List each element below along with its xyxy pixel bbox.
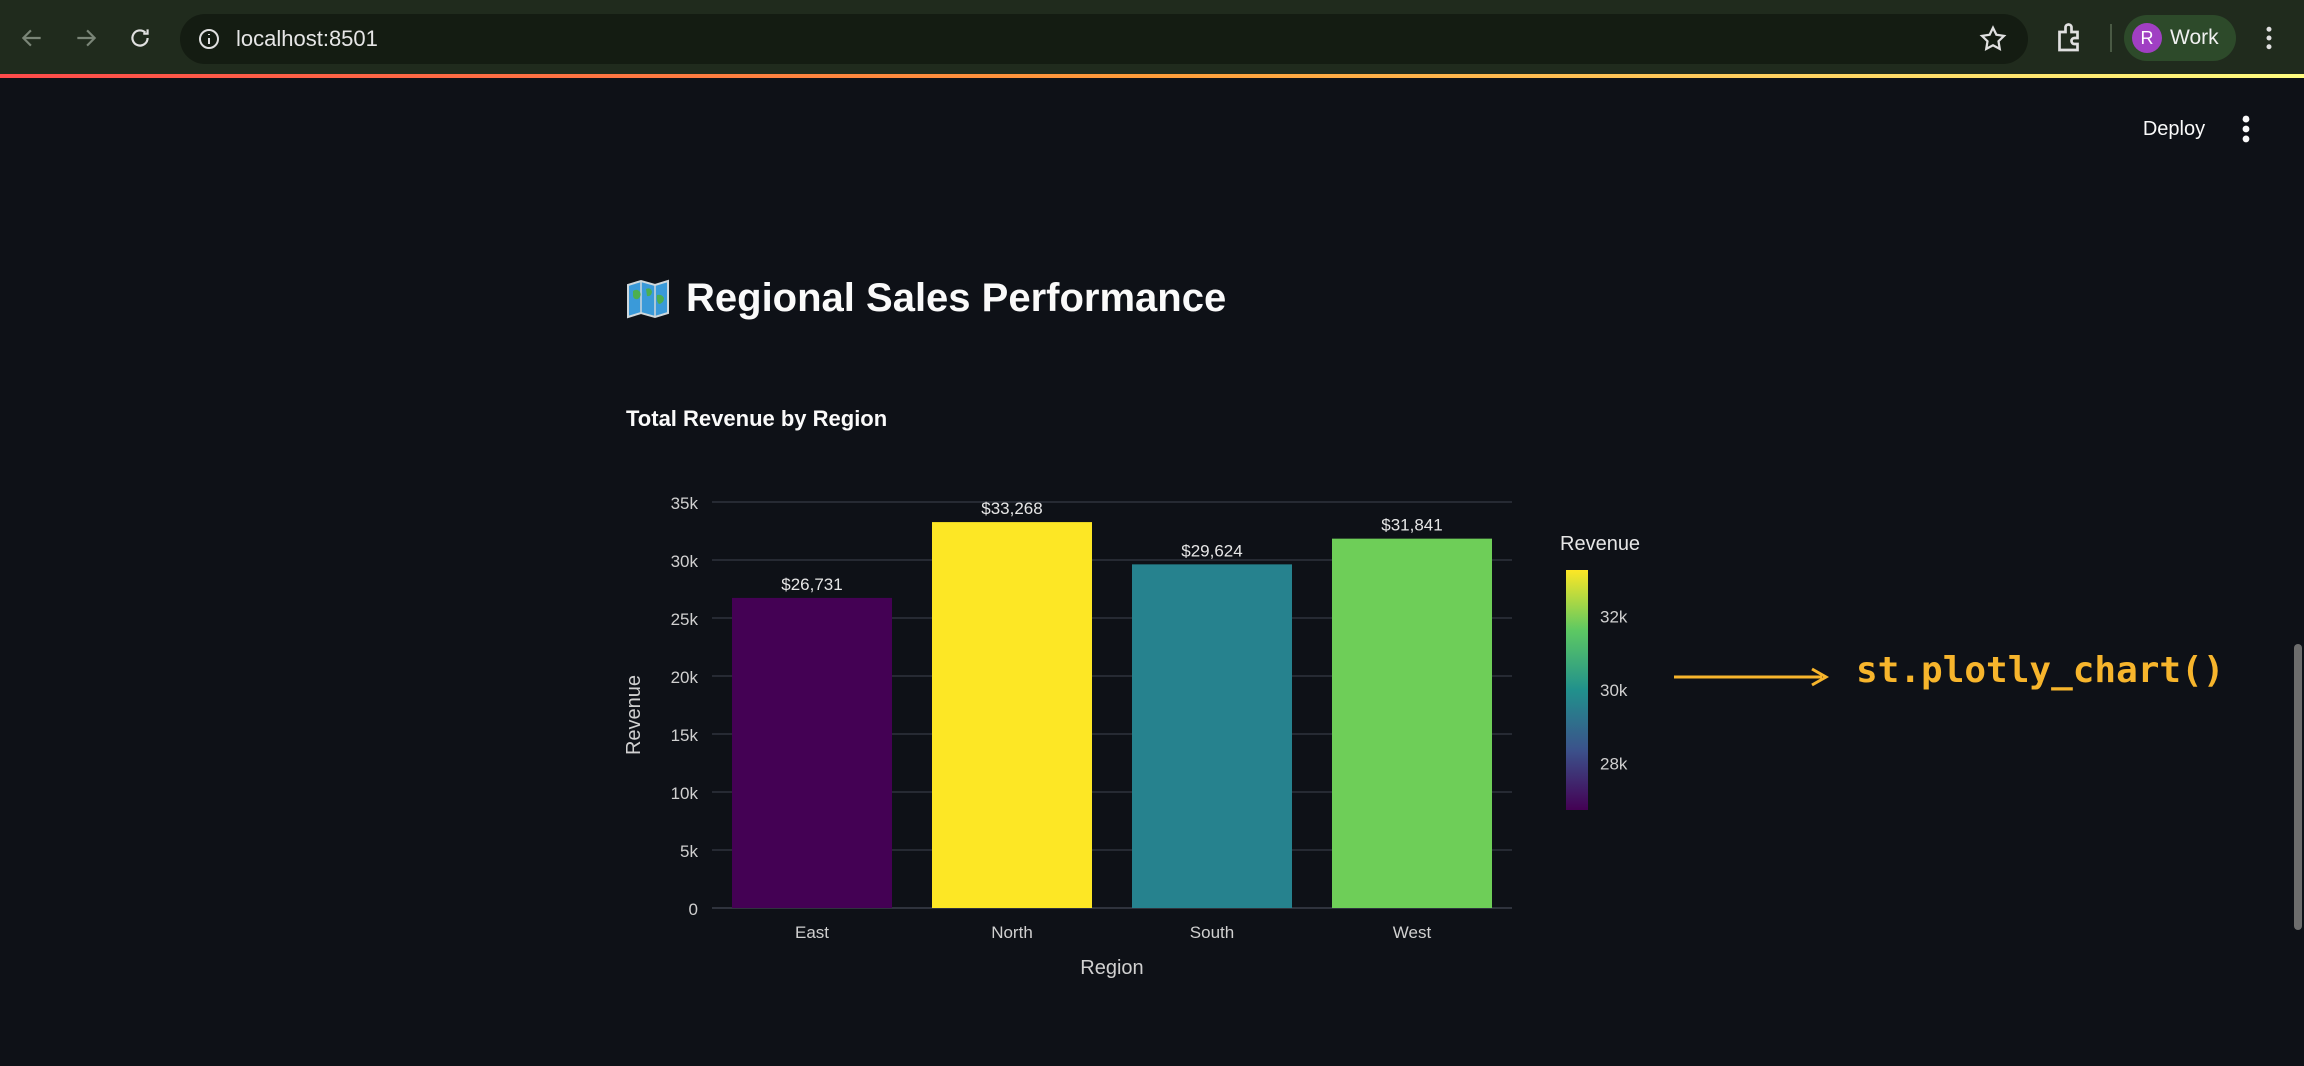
back-button[interactable] bbox=[14, 20, 50, 56]
site-info-icon[interactable] bbox=[192, 22, 226, 56]
x-tick-label: South bbox=[1190, 923, 1234, 942]
bar-east bbox=[732, 597, 892, 908]
address-bar[interactable]: localhost:8501 bbox=[180, 14, 2028, 64]
bar-north bbox=[932, 522, 1092, 908]
y-tick-label: 15k bbox=[671, 726, 699, 745]
y-axis-title: Revenue bbox=[623, 675, 645, 755]
deploy-button[interactable]: Deploy bbox=[2128, 112, 2220, 146]
bar-south bbox=[1132, 564, 1292, 908]
bar-data-label: $33,268 bbox=[981, 499, 1042, 518]
colorbar-tick-label: 28k bbox=[1600, 754, 1628, 773]
y-tick-label: 20k bbox=[671, 668, 699, 687]
y-tick-label: 5k bbox=[680, 842, 698, 861]
main-menu-icon[interactable] bbox=[2236, 112, 2256, 146]
scrollbar-thumb[interactable] bbox=[2294, 644, 2302, 930]
x-tick-label: West bbox=[1393, 923, 1432, 942]
browser-menu-icon[interactable] bbox=[2254, 22, 2284, 54]
bar-west bbox=[1332, 538, 1492, 908]
y-tick-label: 25k bbox=[671, 610, 699, 629]
annotation-arrow-icon bbox=[1674, 667, 1830, 687]
arrow-left-icon bbox=[21, 29, 41, 47]
colorbar-scale bbox=[1566, 570, 1588, 810]
colorbar-tick-label: 30k bbox=[1600, 681, 1628, 700]
chart-subheader: Total Revenue by Region bbox=[626, 406, 888, 431]
page-title-text: Regional Sales Performance bbox=[686, 276, 1227, 320]
page-title: Regional Sales Performance bbox=[626, 276, 1226, 321]
bar-data-label: $29,624 bbox=[1181, 541, 1242, 560]
toolbar-divider bbox=[2110, 24, 2112, 52]
reload-button[interactable] bbox=[122, 20, 158, 56]
bar-data-label: $31,841 bbox=[1381, 516, 1442, 535]
x-tick-label: East bbox=[795, 923, 829, 942]
arrow-right-icon bbox=[77, 29, 97, 47]
y-tick-label: 10k bbox=[671, 784, 699, 803]
extensions-icon[interactable] bbox=[2052, 20, 2088, 56]
y-tick-label: 0 bbox=[689, 900, 698, 919]
y-tick-label: 30k bbox=[671, 552, 699, 571]
y-tick-label: 35k bbox=[671, 494, 699, 513]
forward-button[interactable] bbox=[68, 20, 104, 56]
world-map-icon bbox=[627, 279, 669, 318]
x-tick-label: North bbox=[991, 923, 1033, 942]
revenue-bar-chart[interactable]: 0 5k 10k 15k 20k 25k 30k 35k $26,731 East $33,268 N… bbox=[600, 470, 1660, 990]
bookmark-star-icon[interactable] bbox=[1978, 24, 2008, 54]
avatar: R bbox=[2132, 23, 2162, 53]
annotation-label: st.plotly_chart() bbox=[1856, 650, 2225, 691]
profile-label: Work bbox=[2170, 26, 2219, 49]
x-axis-title: Region bbox=[1080, 957, 1143, 979]
reload-icon bbox=[131, 29, 149, 47]
profile-button[interactable]: R Work bbox=[2124, 15, 2236, 61]
colorbar-title: Revenue bbox=[1560, 533, 1640, 555]
bar-data-label: $26,731 bbox=[781, 575, 842, 594]
browser-toolbar: localhost:8501 R Work bbox=[0, 0, 2304, 74]
url-text: localhost:8501 bbox=[236, 26, 378, 51]
colorbar-tick-label: 32k bbox=[1600, 608, 1628, 627]
streamlit-decoration-bar bbox=[0, 74, 2304, 78]
